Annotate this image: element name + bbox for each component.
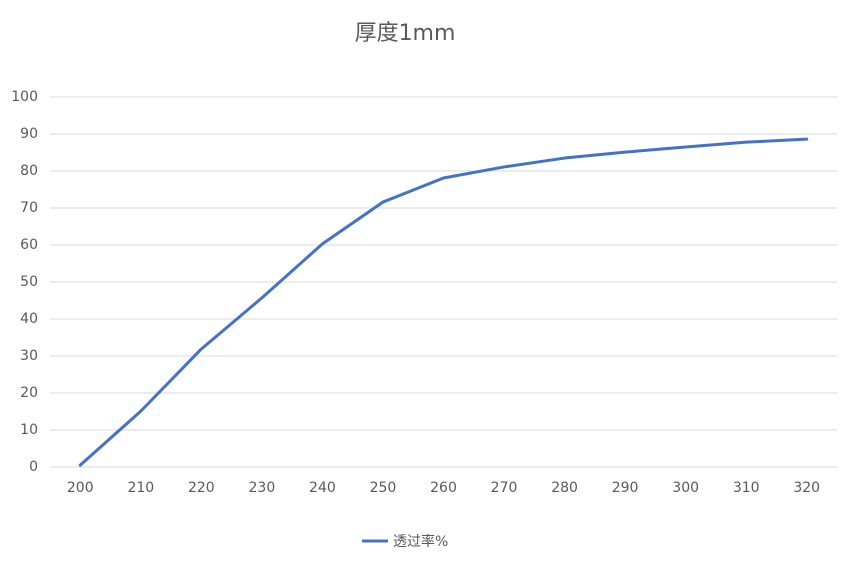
x-tick-label: 240 [309, 480, 336, 496]
y-tick-label: 90 [20, 126, 38, 142]
y-tick-label: 80 [20, 163, 38, 179]
y-tick-label: 100 [11, 89, 38, 105]
x-tick-label: 230 [249, 480, 276, 496]
y-tick-label: 40 [20, 311, 38, 327]
y-tick-label: 10 [20, 422, 38, 438]
y-tick-label: 30 [20, 348, 38, 364]
y-tick-label: 0 [29, 459, 38, 475]
x-tick-label: 280 [551, 480, 578, 496]
x-tick-label: 260 [430, 480, 457, 496]
x-tick-label: 200 [67, 480, 94, 496]
x-tick-label: 290 [612, 480, 639, 496]
y-tick-label: 50 [20, 274, 38, 290]
y-tick-label: 60 [20, 237, 38, 253]
x-tick-label: 250 [370, 480, 397, 496]
x-tick-label: 300 [672, 480, 699, 496]
data-line [78, 137, 809, 467]
x-tick-label: 320 [793, 480, 820, 496]
x-tick-label: 270 [491, 480, 518, 496]
x-tick-label: 310 [733, 480, 760, 496]
x-tick-label: 210 [127, 480, 154, 496]
x-tick-label: 220 [188, 480, 215, 496]
chart-title: 厚度1mm [355, 21, 456, 46]
y-tick-label: 20 [20, 385, 38, 401]
y-tick-label: 70 [20, 200, 38, 216]
legend-label: 透过率% [393, 533, 448, 550]
